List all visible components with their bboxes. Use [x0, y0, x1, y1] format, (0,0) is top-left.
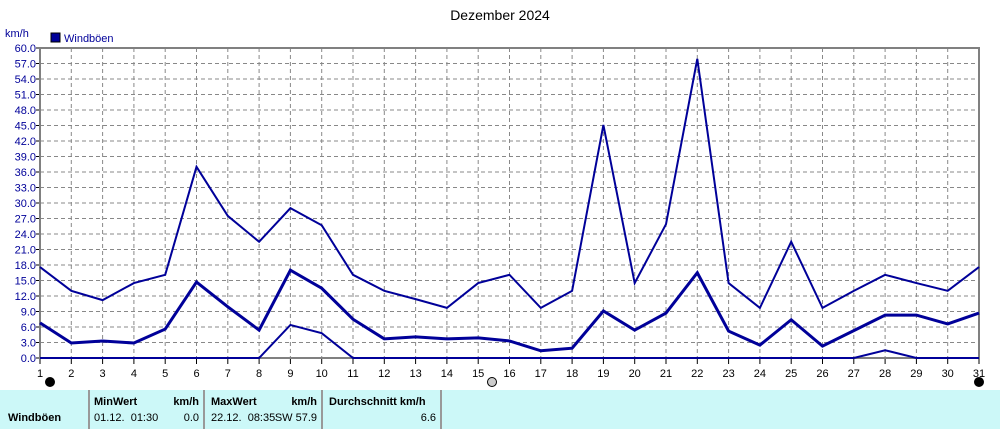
- y-tick-label: 12.0: [15, 291, 36, 303]
- x-tick-label: 30: [942, 368, 954, 380]
- y-axis-unit: km/h: [5, 28, 29, 40]
- row-label: Windböen: [8, 412, 62, 424]
- y-tick-label: 9.0: [21, 307, 36, 319]
- moon-phase-icon: [974, 377, 984, 387]
- x-tick-label: 16: [503, 368, 515, 380]
- x-tick-label: 29: [910, 368, 922, 380]
- y-tick-label: 3.0: [21, 338, 36, 350]
- y-tick-label: 42.0: [15, 136, 36, 148]
- y-tick-label: 60.0: [15, 43, 36, 55]
- x-tick-label: 11: [347, 368, 358, 380]
- y-tick-label: 48.0: [15, 105, 36, 117]
- x-tick-label: 14: [441, 368, 453, 380]
- x-tick-label: 12: [378, 368, 390, 380]
- y-tick-label: 30.0: [15, 198, 36, 210]
- x-tick-label: 6: [193, 368, 199, 380]
- y-tick-label: 6.0: [21, 322, 36, 334]
- min-cell: MinWert km/h 01.12. 01:30 0.0: [90, 390, 205, 429]
- avg-header: Durchschnitt km/h: [329, 396, 426, 408]
- max-header: MaxWert: [211, 396, 257, 408]
- y-tick-label: 54.0: [15, 74, 36, 86]
- x-tick-label: 26: [816, 368, 828, 380]
- x-tick-label: 31: [973, 368, 985, 380]
- max-time: 22.12. 08:35: [211, 412, 276, 424]
- x-tick-label: 19: [597, 368, 609, 380]
- x-tick-label: 21: [660, 368, 672, 380]
- x-tick-label: 25: [785, 368, 797, 380]
- chart-title: Dezember 2024: [450, 7, 550, 23]
- x-tick-label: 7: [225, 368, 231, 380]
- y-tick-label: 15.0: [15, 276, 36, 288]
- y-tick-label: 21.0: [15, 245, 36, 257]
- x-tick-label: 8: [256, 368, 262, 380]
- moon-phase-icon: [45, 377, 55, 387]
- avg-value: 6.6: [420, 412, 436, 424]
- x-tick-label: 1: [37, 368, 43, 380]
- y-tick-label: 27.0: [15, 214, 36, 226]
- x-tick-label: 22: [691, 368, 703, 380]
- max-cell: MaxWert km/h 22.12. 08:35 SW 57.9: [205, 390, 323, 429]
- x-tick-label: 17: [535, 368, 547, 380]
- y-tick-label: 39.0: [15, 152, 36, 164]
- min-unit: km/h: [173, 396, 199, 408]
- x-tick-label: 10: [316, 368, 328, 380]
- y-tick-label: 18.0: [15, 260, 36, 272]
- x-tick-label: 20: [629, 368, 641, 380]
- stats-table: Windböen MinWert km/h 01.12. 01:30 0.0 M…: [0, 390, 1000, 429]
- y-tick-label: 33.0: [15, 183, 36, 195]
- y-tick-label: 0.0: [21, 353, 36, 365]
- min-value: 0.0: [183, 412, 199, 424]
- x-tick-label: 27: [848, 368, 860, 380]
- y-tick-label: 24.0: [15, 229, 36, 241]
- y-tick-label: 45.0: [15, 121, 36, 133]
- y-tick-label: 36.0: [15, 167, 36, 179]
- x-tick-label: 2: [68, 368, 74, 380]
- moon-phase-icon: [487, 377, 497, 387]
- chart: 0.0 3.0 6.0 9.0 12.0 15.0 18.0 21.0 24.0 27.0 30.0…: [5, 28, 985, 387]
- y-tick-label: 51.0: [15, 90, 36, 102]
- x-tick-label: 13: [409, 368, 421, 380]
- row-label-cell: Windböen: [0, 390, 90, 429]
- x-tick-label: 4: [131, 368, 137, 380]
- min-header: MinWert: [94, 396, 138, 408]
- x-tick-label: 5: [162, 368, 168, 380]
- y-tick-label: 57.0: [15, 59, 36, 71]
- legend-swatch: [50, 32, 61, 43]
- max-value: SW 57.9: [274, 412, 317, 424]
- x-tick-label: 28: [879, 368, 891, 380]
- x-tick-label: 15: [472, 368, 484, 380]
- x-tick-label: 9: [287, 368, 293, 380]
- min-time: 01.12. 01:30: [94, 412, 159, 424]
- legend-label: Windböen: [64, 33, 114, 45]
- max-unit: km/h: [291, 396, 317, 408]
- x-tick-label: 3: [100, 368, 106, 380]
- x-tick-label: 24: [754, 368, 766, 380]
- avg-cell: Durchschnitt km/h 6.6: [323, 390, 442, 429]
- x-tick-label: 18: [566, 368, 578, 380]
- x-tick-label: 23: [722, 368, 734, 380]
